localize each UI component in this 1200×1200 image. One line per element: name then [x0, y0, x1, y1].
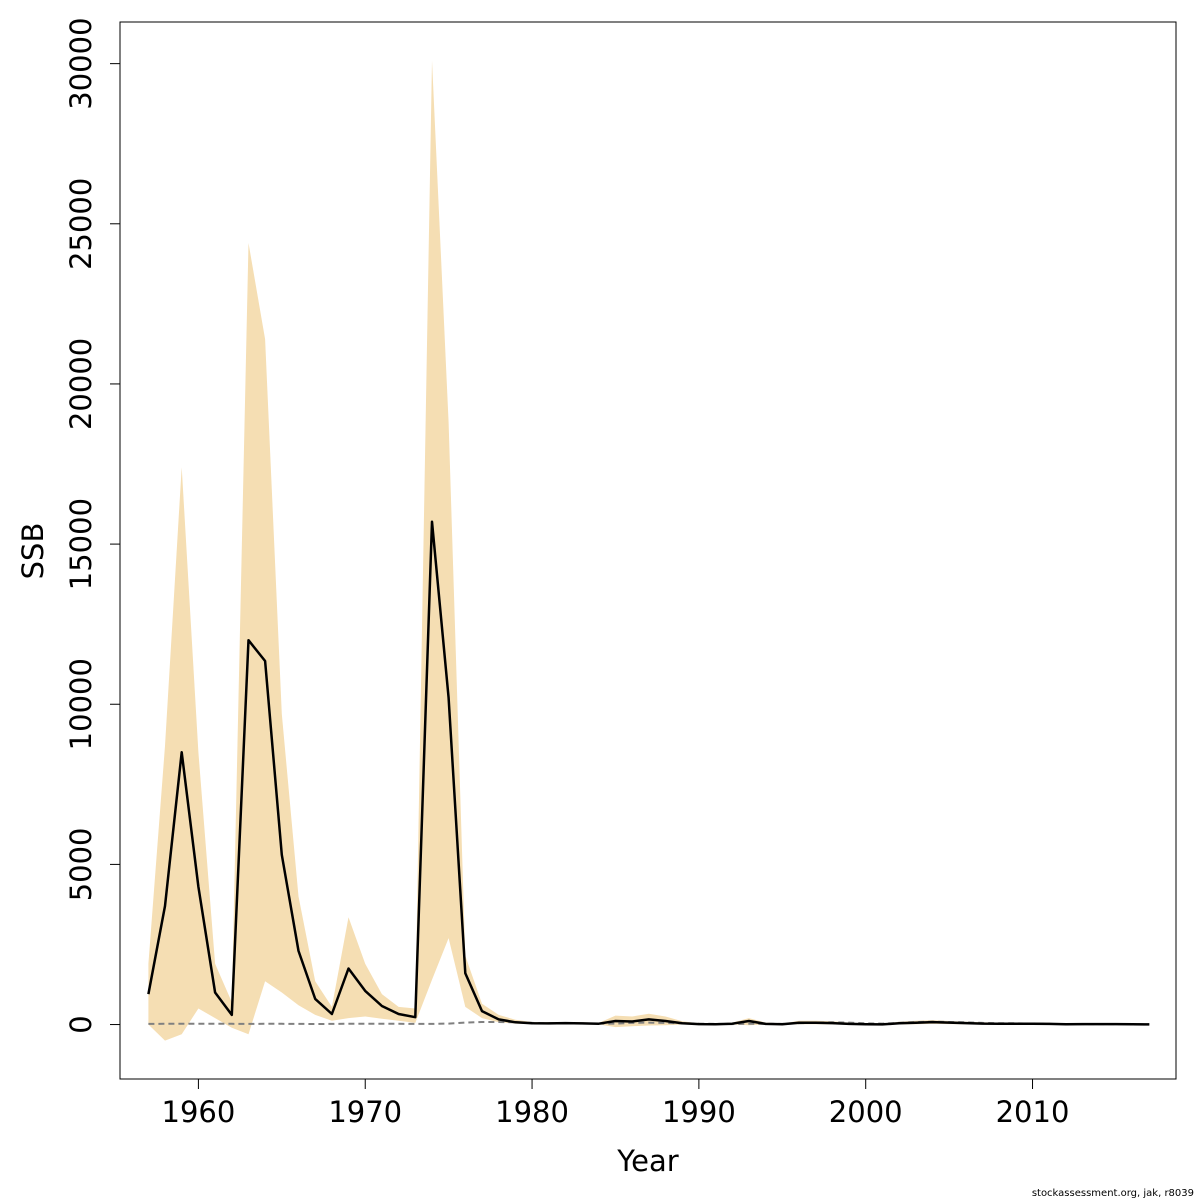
- y-axis: 0 5000 10000 15000 20000 25000 30000: [64, 17, 120, 1034]
- y-tick-label: 15000: [64, 498, 98, 590]
- plot-frame: [119, 21, 1177, 1080]
- x-tick-label: 1960: [162, 1095, 236, 1129]
- y-tick-label: 10000: [64, 658, 98, 750]
- credit-text: stockassessment.org, jak, r8039: [1032, 1188, 1194, 1199]
- x-tick-label: 1980: [495, 1095, 569, 1129]
- x-tick-label: 1990: [662, 1095, 736, 1129]
- y-tick-label: 20000: [64, 338, 98, 430]
- ssb-series-line: [147, 520, 1150, 1026]
- y-axis-title: SSB: [16, 523, 50, 580]
- y-tick-label: 5000: [64, 827, 98, 901]
- x-tick-label: 2010: [996, 1095, 1070, 1129]
- ssb-series: [147, 520, 1150, 1026]
- y-tick-label: 25000: [64, 178, 98, 270]
- y-tick-label: 30000: [64, 17, 98, 109]
- x-tick-label: 1970: [328, 1095, 402, 1129]
- x-axis-title: Year: [616, 1144, 678, 1178]
- x-tick-label: 2000: [829, 1095, 903, 1129]
- x-axis: 1960 1970 1980 1990 2000 2010: [162, 1079, 1070, 1129]
- confidence-band: [148, 60, 1150, 1041]
- y-tick-label: 0: [64, 1015, 98, 1033]
- confidence-band-area: [148, 60, 1150, 1041]
